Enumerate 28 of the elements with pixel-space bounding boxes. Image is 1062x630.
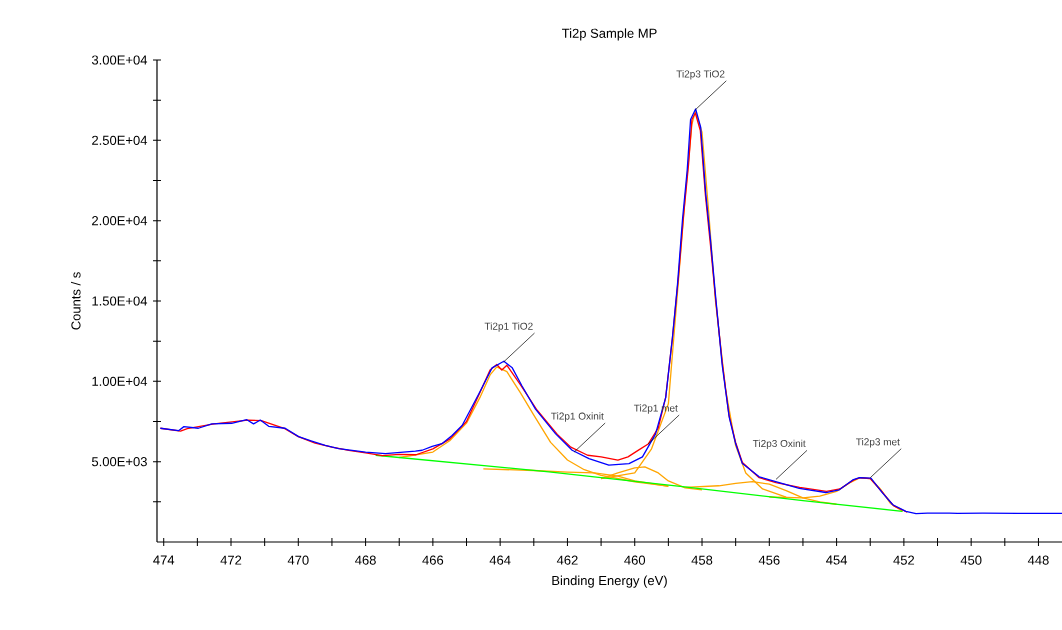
x-tick-label: 448 xyxy=(1027,555,1049,565)
x-tick-label: 450 xyxy=(960,555,982,565)
y-axis-title: Counts / s xyxy=(71,272,81,330)
annotation: Ti2p3 met xyxy=(856,438,900,448)
y-tick-label: 5.00E+03 xyxy=(91,457,147,467)
x-tick-label: 474 xyxy=(153,555,175,565)
chart-title: Ti2p Sample MP xyxy=(561,28,657,41)
y-tick-label: 1.00E+04 xyxy=(92,376,148,386)
x-tick-label: 456 xyxy=(758,555,780,565)
x-tick-label: 462 xyxy=(556,555,578,565)
y-tick-label: 3.00E+04 xyxy=(91,55,148,65)
x-tick-label: 468 xyxy=(355,555,376,565)
y-tick-label: 1.50E+04 xyxy=(92,296,148,306)
x-tick-label: 460 xyxy=(624,555,646,565)
annotation: Ti2p3 Oxinit xyxy=(752,439,806,449)
x-tick-label: 470 xyxy=(287,555,309,565)
x-tick-label: 452 xyxy=(893,555,915,565)
x-tick-label: 464 xyxy=(489,555,511,565)
x-tick-label: 454 xyxy=(826,555,848,565)
y-tick-label: 2.50E+04 xyxy=(92,135,148,145)
annotation: Ti2p3 TiO2 xyxy=(676,70,725,80)
x-tick-label: 472 xyxy=(220,555,242,565)
x-tick-label: 458 xyxy=(691,555,713,565)
x-tick-label: 466 xyxy=(422,555,444,565)
annotation: Ti2p1 TiO2 xyxy=(484,322,533,332)
x-axis-title: Binding Energy (eV) xyxy=(552,575,667,588)
annotation: Ti2p1 Oxinit xyxy=(551,412,604,422)
y-tick-label: 2.00E+04 xyxy=(92,216,148,226)
